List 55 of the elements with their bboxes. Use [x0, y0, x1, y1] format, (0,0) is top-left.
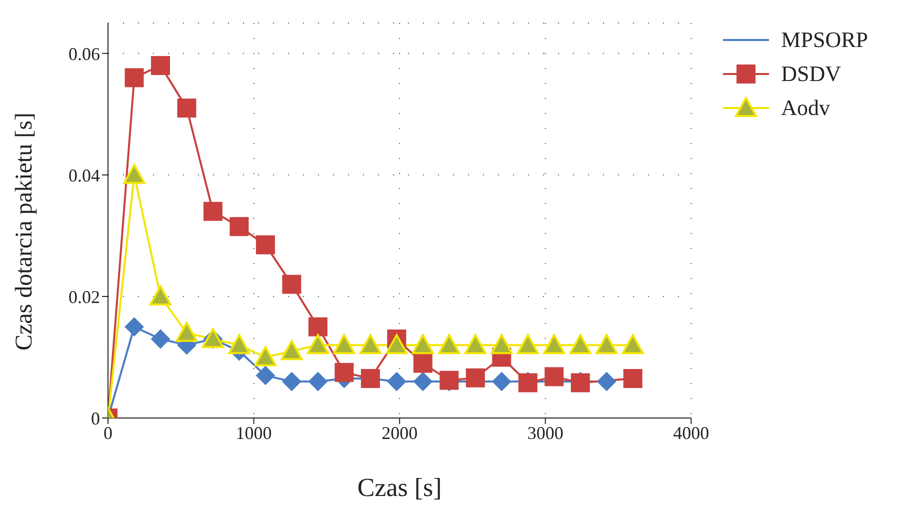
point [280, 340, 303, 360]
point [254, 346, 276, 366]
point [464, 334, 486, 354]
point [438, 334, 460, 354]
point [306, 334, 329, 354]
point [150, 330, 170, 348]
point [387, 372, 406, 392]
point [543, 334, 566, 354]
x-tick-label: 0 [104, 422, 112, 443]
point [413, 354, 432, 373]
point [308, 372, 328, 392]
point [359, 334, 382, 354]
point [308, 317, 328, 336]
point [412, 334, 434, 354]
point [176, 322, 198, 342]
point [256, 366, 275, 385]
point [492, 372, 512, 392]
legend-label: MPSORP [781, 27, 868, 53]
point [516, 334, 539, 354]
point [490, 334, 513, 354]
y-tick-label: 0 [91, 408, 100, 428]
point [466, 368, 485, 388]
point [124, 317, 144, 336]
y-axis-title: Czas dotarcia pakietu [s] [12, 112, 38, 350]
y-tick-label: 0.06 [68, 44, 100, 64]
point [150, 56, 170, 76]
y-tick-label: 0.04 [68, 165, 100, 186]
x-tick-label: 1000 [236, 422, 272, 443]
point [282, 372, 302, 392]
point [282, 274, 302, 294]
point [124, 68, 144, 88]
point [333, 334, 356, 354]
point [230, 217, 249, 236]
point [544, 367, 564, 386]
legend-label: DSDV [781, 61, 842, 87]
point [123, 164, 146, 184]
point [622, 334, 644, 354]
x-tick-label: 4000 [673, 422, 710, 443]
point [413, 372, 432, 392]
point [596, 334, 618, 354]
x-tick-label: 2000 [382, 422, 418, 443]
point [228, 334, 250, 354]
point [569, 334, 592, 354]
x-tick-label: 3000 [527, 422, 564, 443]
legend-label: Aodv [781, 95, 830, 121]
point [203, 202, 222, 221]
point [256, 235, 275, 254]
point [177, 98, 196, 118]
point [334, 362, 354, 382]
point [623, 369, 642, 388]
point [149, 285, 172, 306]
x-axis-title: Czas [s] [357, 473, 442, 502]
point [386, 334, 408, 354]
y-tick-label: 0.02 [68, 286, 100, 307]
point [597, 372, 616, 392]
